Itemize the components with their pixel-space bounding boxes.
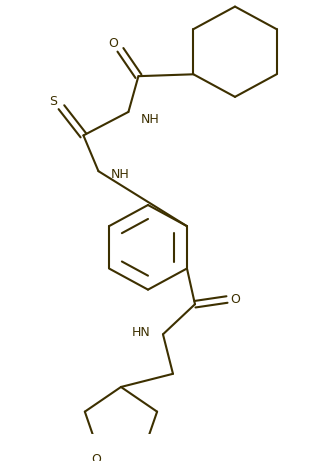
Text: O: O — [230, 293, 240, 306]
Text: NH: NH — [140, 113, 159, 126]
Text: O: O — [92, 453, 102, 461]
Text: HN: HN — [132, 326, 151, 339]
Text: S: S — [49, 95, 57, 108]
Text: NH: NH — [110, 168, 129, 182]
Text: O: O — [108, 37, 118, 50]
